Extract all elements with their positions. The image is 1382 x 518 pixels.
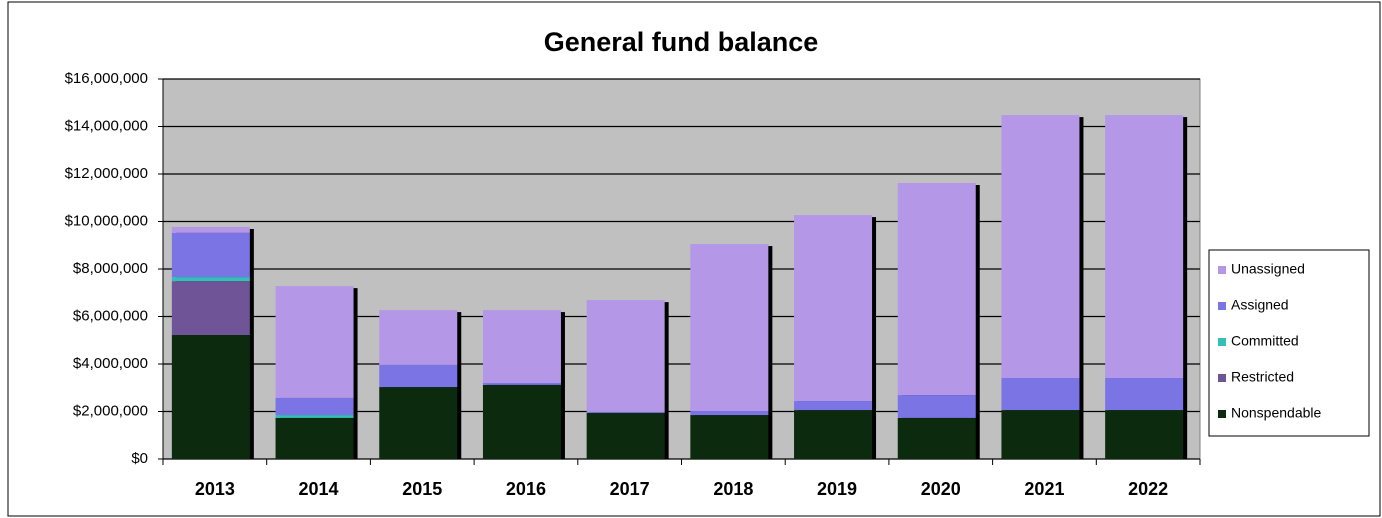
x-tick-label: 2018	[713, 479, 753, 499]
bar-segment	[897, 183, 976, 396]
y-tick-label: $10,000,000	[65, 212, 148, 229]
y-tick-label: $12,000,000	[65, 165, 148, 182]
x-tick-label: 2021	[1024, 479, 1064, 499]
bar-segment	[171, 226, 250, 233]
legend-swatch	[1218, 410, 1226, 418]
bar-segment	[379, 364, 458, 388]
x-tick-label: 2017	[610, 479, 650, 499]
chart-title: General fund balance	[544, 27, 819, 57]
x-tick-label: 2022	[1128, 479, 1168, 499]
bar-segment	[482, 383, 561, 385]
legend-box	[1208, 249, 1370, 437]
bar-segment	[794, 410, 873, 459]
bar-segment	[482, 310, 561, 383]
bar-segment	[1105, 115, 1184, 379]
legend-swatch	[1218, 302, 1226, 310]
legend-label: Unassigned	[1231, 261, 1305, 277]
bar-segment	[171, 281, 250, 336]
x-tick-label: 2019	[817, 479, 857, 499]
bar-segment	[171, 277, 250, 282]
bar-segment	[690, 415, 769, 459]
bar-segment	[794, 215, 873, 402]
bar-segment	[275, 415, 354, 418]
legend-label: Restricted	[1231, 369, 1294, 385]
bar-segment	[586, 300, 665, 412]
x-tick-label: 2014	[299, 479, 339, 499]
legend-label: Committed	[1231, 333, 1299, 349]
x-tick-label: 2020	[921, 479, 961, 499]
bar-segment	[586, 411, 665, 413]
y-tick-label: $6,000,000	[73, 307, 148, 324]
bar-segment	[171, 335, 250, 459]
legend-label: Nonspendable	[1231, 405, 1322, 421]
y-tick-label: $8,000,000	[73, 260, 148, 277]
x-tick-label: 2013	[195, 479, 235, 499]
bar-segment	[379, 310, 458, 365]
bar-segment	[171, 232, 250, 278]
legend-label: Assigned	[1231, 297, 1289, 313]
bar-segment	[1001, 410, 1080, 459]
bar-segment	[690, 244, 769, 412]
bar-segment	[1105, 410, 1184, 459]
x-tick-label: 2015	[402, 479, 442, 499]
bar-segment	[1001, 115, 1080, 379]
bar-segment	[379, 387, 458, 459]
bar-segment	[794, 401, 873, 411]
y-tick-label: $0	[131, 450, 148, 467]
y-tick-label: $2,000,000	[73, 402, 148, 419]
legend-swatch	[1218, 374, 1226, 382]
bar-segment	[1001, 378, 1080, 411]
bar-segment	[482, 384, 561, 459]
bar-segment	[1105, 378, 1184, 411]
y-tick-label: $4,000,000	[73, 355, 148, 372]
bar-segment	[275, 397, 354, 416]
y-tick-label: $16,000,000	[65, 70, 148, 87]
x-tick-label: 2016	[506, 479, 546, 499]
bar-segment	[897, 417, 976, 459]
bar-segment	[690, 411, 769, 416]
bar-segment	[275, 286, 354, 398]
bar-segment	[275, 417, 354, 459]
legend-swatch	[1218, 266, 1226, 274]
y-tick-label: $14,000,000	[65, 117, 148, 134]
legend-swatch	[1218, 338, 1226, 346]
bar-segment	[586, 412, 665, 459]
bar-segment	[897, 395, 976, 418]
